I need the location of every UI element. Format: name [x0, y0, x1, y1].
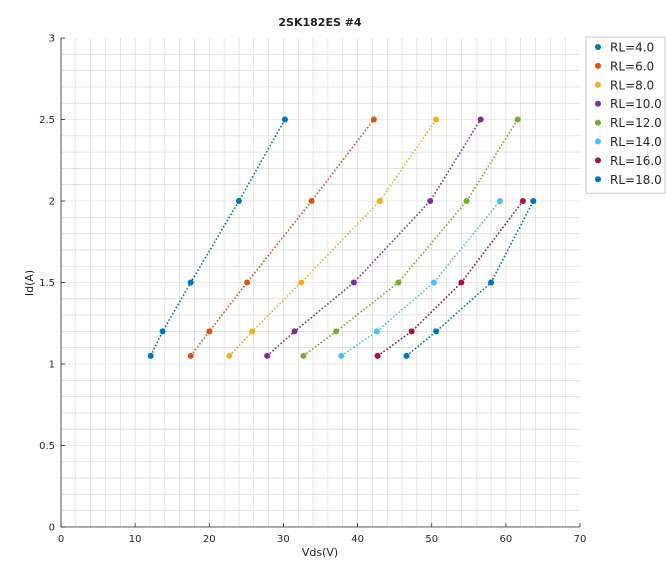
- series-line: [340, 200, 501, 357]
- x-tick-label: 10: [129, 534, 142, 545]
- x-tick-label: 0: [58, 534, 64, 545]
- data-point: [519, 198, 526, 204]
- x-tick-label: 20: [203, 534, 216, 545]
- data-point: [376, 198, 383, 204]
- legend: RL=4.0 RL=6.0 RL=8.0 RL=10.0 RL=12.0 RL=14.0 R…: [585, 36, 666, 194]
- x-tick-label: 50: [425, 534, 438, 545]
- grid: [61, 38, 580, 527]
- data-point: [206, 328, 213, 335]
- data-point: [496, 198, 503, 204]
- legend-marker: [595, 157, 601, 164]
- legend-marker: [595, 176, 601, 183]
- data-point: [430, 279, 437, 286]
- data-point: [300, 352, 307, 359]
- data-point: [159, 328, 166, 335]
- legend-box: [585, 36, 666, 194]
- data-point: [333, 328, 340, 335]
- data-point: [235, 198, 242, 204]
- data-point: [264, 352, 271, 359]
- series-line: [377, 200, 524, 357]
- data-point: [463, 198, 470, 204]
- data-point: [338, 352, 345, 359]
- data-point: [244, 279, 251, 286]
- y-tick-label: 0: [49, 523, 55, 534]
- data-point: [373, 328, 380, 335]
- axes: 0 10 20 30 40 50 60 70 0 0.5 1 1.5 2 2.5 3: [39, 34, 586, 546]
- data-point: [350, 279, 357, 286]
- legend-label: RL=12.0: [610, 116, 662, 130]
- y-tick-label: 1: [49, 360, 55, 371]
- data-point: [249, 328, 256, 335]
- legend-marker: [595, 44, 601, 50]
- y-tick-label: 3: [49, 34, 55, 45]
- series-RL=16.0: [374, 198, 526, 359]
- series-RL=18.0: [403, 198, 537, 359]
- data-point: [147, 352, 154, 359]
- data-point: [530, 198, 537, 204]
- y-tick-label: 0.5: [39, 441, 55, 452]
- chart-title: 2SK182ES #4: [278, 16, 362, 29]
- y-tick-label: 2: [49, 197, 55, 208]
- legend-marker: [595, 119, 601, 126]
- data-point: [374, 352, 381, 359]
- y-axis-label: Id(A): [23, 270, 36, 296]
- data-point: [370, 116, 377, 123]
- x-tick-label: 30: [277, 534, 290, 545]
- x-tick-label: 70: [574, 534, 587, 545]
- legend-label: RL=8.0: [610, 78, 654, 92]
- data-point: [433, 116, 440, 123]
- x-axis-label: Vds(V): [302, 546, 338, 559]
- data-point: [458, 279, 465, 286]
- legend-marker: [595, 138, 601, 145]
- legend-marker: [595, 100, 601, 107]
- data-point: [514, 116, 521, 123]
- y-tick-label: 1.5: [39, 278, 55, 289]
- data-point: [408, 328, 415, 335]
- series-RL=14.0: [338, 198, 503, 359]
- series-RL=4.0: [147, 116, 288, 359]
- data-point: [433, 328, 440, 335]
- data-point: [477, 116, 484, 123]
- data-point: [403, 352, 410, 359]
- data-point: [187, 279, 194, 286]
- x-tick-label: 60: [499, 534, 512, 545]
- legend-marker: [595, 81, 601, 88]
- legend-label: RL=4.0: [610, 41, 654, 55]
- series-line: [405, 200, 535, 357]
- data-point: [488, 279, 495, 286]
- legend-label: RL=10.0: [610, 97, 662, 111]
- series-line: [228, 119, 437, 357]
- data-point: [427, 198, 434, 204]
- data-point: [291, 328, 298, 335]
- legend-marker: [595, 62, 601, 69]
- legend-label: RL=16.0: [610, 154, 662, 168]
- legend-label: RL=6.0: [610, 59, 654, 73]
- data-point: [395, 279, 402, 286]
- series-RL=10.0: [264, 116, 484, 359]
- y-tick-label: 2.5: [39, 115, 55, 126]
- legend-label: RL=18.0: [610, 173, 662, 187]
- data-point: [281, 116, 288, 123]
- series-line: [190, 119, 375, 357]
- series-layer: [147, 116, 537, 359]
- series-RL=12.0: [300, 116, 521, 359]
- series-RL=6.0: [187, 116, 377, 359]
- legend-label: RL=14.0: [610, 135, 662, 149]
- series-RL=8.0: [226, 116, 440, 359]
- data-point: [308, 198, 315, 204]
- data-point: [298, 279, 305, 286]
- data-point: [187, 352, 194, 359]
- x-tick-label: 40: [351, 534, 364, 545]
- data-point: [226, 352, 233, 359]
